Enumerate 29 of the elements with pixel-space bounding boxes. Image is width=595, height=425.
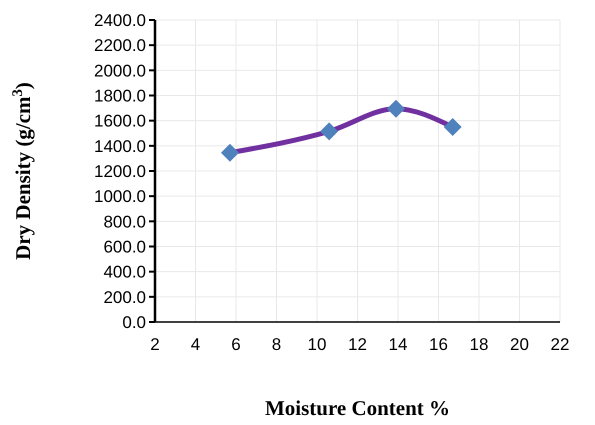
x-tick-label: 22: [550, 335, 570, 354]
x-tick-label: 20: [510, 335, 529, 354]
y-tick-label: 2400.0: [94, 10, 146, 30]
point: [220, 144, 239, 162]
y-tick-label: 1800.0: [94, 86, 146, 106]
y-tick-label: 0.0: [122, 312, 146, 332]
x-tick-label: 16: [429, 335, 448, 354]
x-tick-label: 8: [272, 335, 282, 354]
x-tick-label: 14: [388, 335, 408, 354]
x-tick-label: 6: [231, 335, 241, 354]
x-tick-label: 4: [190, 335, 200, 354]
x-tick-label: 18: [470, 335, 488, 354]
y-tick-label: 800.0: [103, 212, 146, 232]
y-tick-label: 1600.0: [94, 112, 146, 131]
point: [386, 100, 405, 118]
y-tick-label: 1000.0: [94, 187, 146, 206]
x-tick-label: 10: [308, 335, 326, 354]
point: [444, 118, 462, 136]
y-tick-label: 2000.0: [94, 61, 146, 80]
y-tick-label: 200.0: [103, 288, 146, 307]
y-tick-label: 1200.0: [94, 162, 146, 181]
y-tick-label: 400.0: [103, 262, 146, 282]
x-axis-title: Moisture Content %: [264, 396, 450, 420]
y-tick-label: 2200.0: [94, 36, 146, 56]
y-tick-label: 1400.0: [94, 136, 146, 156]
x-tick-label: 2: [150, 335, 160, 354]
point: [320, 122, 338, 140]
y-tick-label: 600.0: [103, 237, 146, 256]
x-tick-label: 12: [348, 335, 367, 354]
